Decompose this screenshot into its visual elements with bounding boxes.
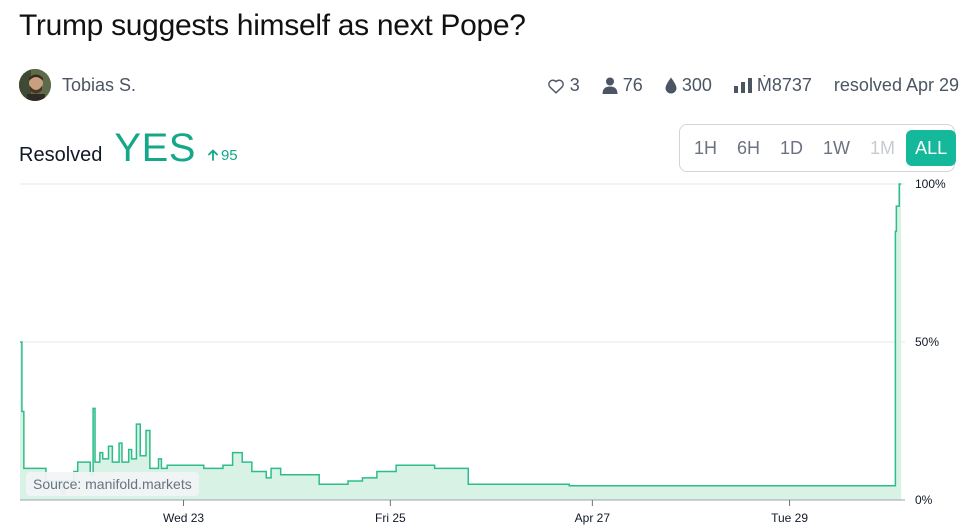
heart-icon (547, 78, 564, 94)
tab-1h[interactable]: 1H (694, 137, 718, 158)
chart-grid (20, 183, 905, 343)
resolved-outcome: YES (114, 126, 196, 170)
tab-1d[interactable]: 1D (780, 137, 804, 158)
author-name[interactable]: Tobias S. (62, 74, 137, 95)
tab-6h[interactable]: 6H (737, 137, 761, 158)
y-axis-ticks: 100% 50% 0% (915, 177, 946, 507)
arrow-up-icon (208, 149, 218, 161)
x-tick-label: Apr 27 (575, 511, 611, 525)
x-tick-label: Wed 23 (163, 511, 204, 525)
resolved-date: resolved Apr 29 (834, 75, 959, 96)
market-meta-row: Tobias S. 3 76 300 (19, 69, 959, 103)
market-stats: 3 76 300 Ṁ8737 resolved Apr 29 (525, 75, 959, 96)
likes-stat[interactable]: 3 (547, 75, 580, 96)
volume-amount: Ṁ8737 (756, 75, 812, 95)
resolved-date-text: resolved Apr 29 (833, 75, 959, 95)
chart-source-label: Source: manifold.markets (26, 472, 199, 496)
tab-all[interactable]: ALL (906, 130, 957, 166)
y-tick-label: 100% (915, 177, 946, 191)
probability-change: 95 (208, 147, 238, 164)
liquidity-stat[interactable]: 300 (665, 75, 712, 96)
tab-1m: 1M (870, 137, 896, 158)
time-range-selector: 1H 6H 1D 1W 1M ALL (679, 124, 957, 172)
avatar-image-icon (19, 69, 51, 101)
tab-1w[interactable]: 1W (823, 137, 851, 158)
author[interactable]: Tobias S. (19, 69, 136, 101)
likes-count: 3 (569, 75, 580, 95)
volume-stat[interactable]: Ṁ8737 (733, 75, 812, 96)
bar-chart-icon (733, 78, 752, 93)
x-axis-ticks: Wed 23 Fri 25 Apr 27 Tue 29 (163, 500, 808, 525)
probability-change-value: 95 (220, 146, 238, 164)
user-icon (602, 77, 618, 94)
probability-line (20, 183, 902, 495)
market-title: Trump suggests himself as next Pope? (19, 9, 526, 42)
resolved-label: Resolved (19, 144, 103, 166)
probability-chart[interactable]: Wed 23 Fri 25 Apr 27 Tue 29 100% 50% 0% (0, 170, 966, 530)
resolution-summary: Resolved YES 95 (19, 126, 238, 171)
y-tick-label: 50% (915, 335, 939, 349)
traders-stat[interactable]: 76 (602, 75, 643, 96)
avatar[interactable] (19, 69, 51, 101)
y-tick-label: 0% (915, 493, 933, 507)
x-tick-label: Fri 25 (375, 511, 406, 525)
probability-area (20, 184, 902, 500)
x-tick-label: Tue 29 (771, 511, 808, 525)
droplet-icon (665, 77, 677, 94)
liquidity-amount: 300 (681, 75, 712, 95)
traders-count: 76 (622, 75, 643, 95)
